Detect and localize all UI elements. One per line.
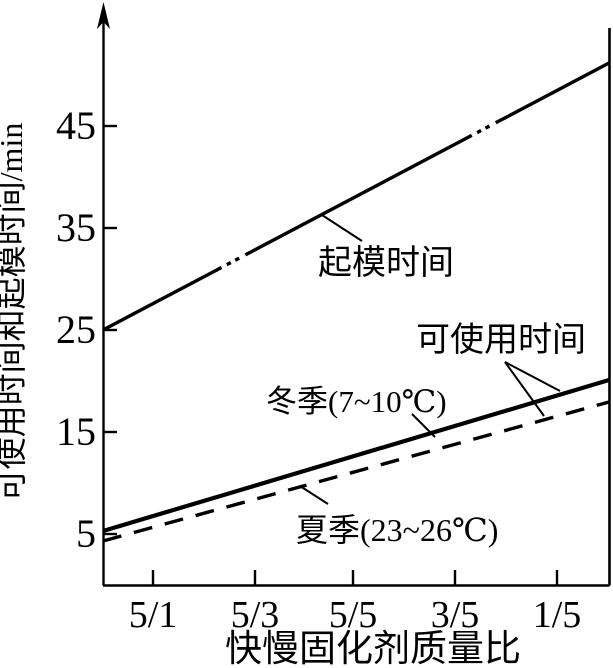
y-tick-label-25: 25 [56,307,96,352]
y-axis-title: 可使用时间和起模时间/min [0,123,29,502]
leader-usable-to-solid [504,361,561,392]
annotation-winter: 冬季(7~10℃) [266,384,447,419]
x-tick-label-5-5: 5/5 [329,594,378,636]
y-tick-label-45: 45 [56,103,96,148]
line-usable-winter [102,377,610,534]
leader-lines [299,214,561,505]
line-demold-time [102,61,610,332]
x-tick-label-5-1: 5/1 [129,594,178,636]
line-usable-summer [102,400,610,543]
leader-winter [411,413,436,438]
annotation-summer: 夏季(23~26℃) [296,512,498,548]
annotations: 起模时间 可使用时间 冬季(7~10℃) 夏季(23~26℃) [266,244,586,548]
y-tick-label-5: 5 [76,511,96,556]
x-tick-label-1-5: 1/5 [533,594,582,636]
y-tick-labels: 45 35 25 15 5 [56,103,96,556]
axes [97,2,611,587]
leader-usable-to-dashed [504,361,545,417]
y-tick-label-35: 35 [56,205,96,250]
x-tick-label-3-5: 3/5 [431,594,480,636]
y-tick-label-15: 15 [56,409,96,454]
x-ticks [151,570,559,585]
leader-summer [299,485,329,505]
annotation-demold-time: 起模时间 [318,244,454,282]
y-axis-arrow-icon [97,2,110,29]
x-tick-label-5-3: 5/3 [231,594,280,636]
annotation-usable-time: 可使用时间 [416,321,586,359]
leader-demold [321,214,363,242]
x-tick-labels: 5/1 5/3 5/5 3/5 1/5 [129,594,582,636]
x-axis-title: 快慢固化剂质量比 [225,628,521,668]
series-lines [102,61,610,543]
